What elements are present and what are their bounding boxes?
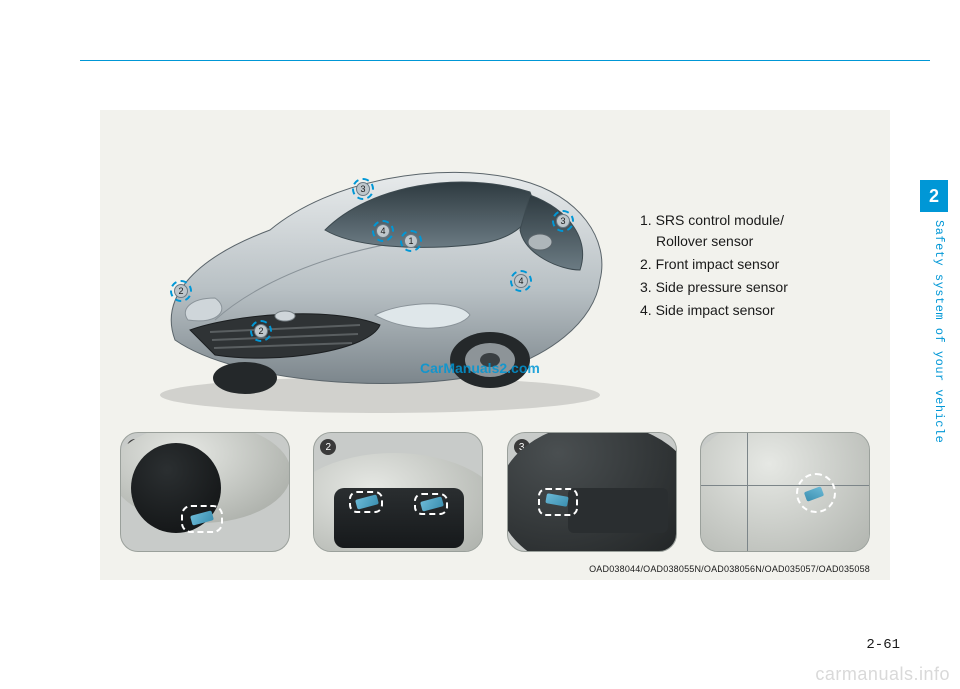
marker-3b: 3 [552,210,574,232]
top-rule [80,60,930,61]
marker-1: 1 [400,230,422,252]
main-car-illustration: 3 4 1 3 4 2 2 CarManuals2.com [120,120,620,420]
legend-num: 3. [640,279,652,295]
thumbnail-row: 1 2 3 4 [120,432,870,552]
figure-box: 3 4 1 3 4 2 2 CarManuals2.com 1. SRS con… [100,110,890,580]
marker-label: 1 [404,234,418,248]
thumb-4: 4 [700,432,870,552]
marker-4b: 4 [510,270,532,292]
footer-watermark: carmanuals.info [815,664,950,685]
sensor-legend: 1. SRS control module/ Rollover sensor 2… [640,210,870,323]
manual-page: 2 Safety system of your vehicle [0,0,960,689]
thumb-1: 1 [120,432,290,552]
thumb-number: 2 [320,439,336,455]
thumb-2: 2 [313,432,483,552]
legend-subtext: Rollover sensor [640,231,870,252]
legend-item-3: 3. Side pressure sensor [640,277,870,298]
car-svg [120,120,620,420]
marker-4a: 4 [372,220,394,242]
legend-text: SRS control module/ [656,212,784,228]
legend-item-2: 2. Front impact sensor [640,254,870,275]
watermark-center: CarManuals2.com [420,360,540,376]
legend-text: Side impact sensor [656,302,775,318]
legend-num: 2. [640,256,652,272]
marker-label: 2 [174,284,188,298]
image-codes: OAD038044/OAD038055N/OAD038056N/OAD03505… [589,564,870,574]
chapter-number: 2 [929,186,939,207]
legend-text: Front impact sensor [656,256,780,272]
marker-label: 3 [556,214,570,228]
chapter-title: Safety system of your vehicle [932,220,946,443]
marker-2b: 2 [250,320,272,342]
legend-num: 4. [640,302,652,318]
legend-item-4: 4. Side impact sensor [640,300,870,321]
marker-3a: 3 [352,178,374,200]
page-number: 2-61 [866,637,900,653]
marker-label: 2 [254,324,268,338]
chapter-tab: 2 [920,180,948,212]
legend-text: Side pressure sensor [656,279,788,295]
thumb-3: 3 [507,432,677,552]
marker-label: 3 [356,182,370,196]
marker-2a: 2 [170,280,192,302]
legend-item-1: 1. SRS control module/ Rollover sensor [640,210,870,252]
marker-label: 4 [376,224,390,238]
marker-label: 4 [514,274,528,288]
legend-num: 1. [640,212,652,228]
